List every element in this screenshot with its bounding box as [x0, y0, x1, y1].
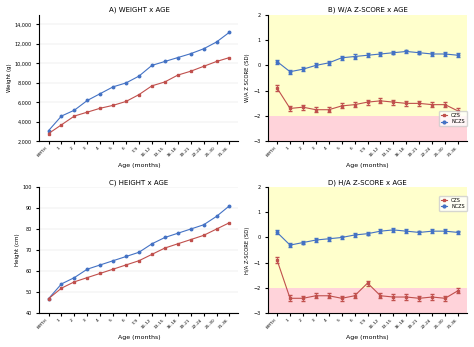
Bar: [268, 116, 467, 141]
X-axis label: Age (months): Age (months): [346, 335, 389, 340]
Bar: [268, 288, 467, 313]
Title: A) WEIGHT x AGE: A) WEIGHT x AGE: [109, 7, 169, 14]
Y-axis label: H/A Z-SCORE (SD): H/A Z-SCORE (SD): [246, 227, 250, 274]
Title: C) HEIGHT x AGE: C) HEIGHT x AGE: [109, 179, 169, 186]
Y-axis label: Height (cm): Height (cm): [15, 234, 20, 266]
Legend: CZS, NCZS: CZS, NCZS: [439, 111, 466, 126]
X-axis label: Age (months): Age (months): [118, 335, 160, 340]
Title: B) W/A Z-SCORE x AGE: B) W/A Z-SCORE x AGE: [328, 7, 408, 14]
Y-axis label: W/A Z SCORE (SD): W/A Z SCORE (SD): [246, 54, 250, 102]
Y-axis label: Weight (g): Weight (g): [7, 64, 12, 92]
Legend: CZS, NCZS: CZS, NCZS: [439, 196, 466, 211]
Title: D) H/A Z-SCORE x AGE: D) H/A Z-SCORE x AGE: [328, 179, 407, 186]
X-axis label: Age (months): Age (months): [118, 163, 160, 168]
X-axis label: Age (months): Age (months): [346, 163, 389, 168]
